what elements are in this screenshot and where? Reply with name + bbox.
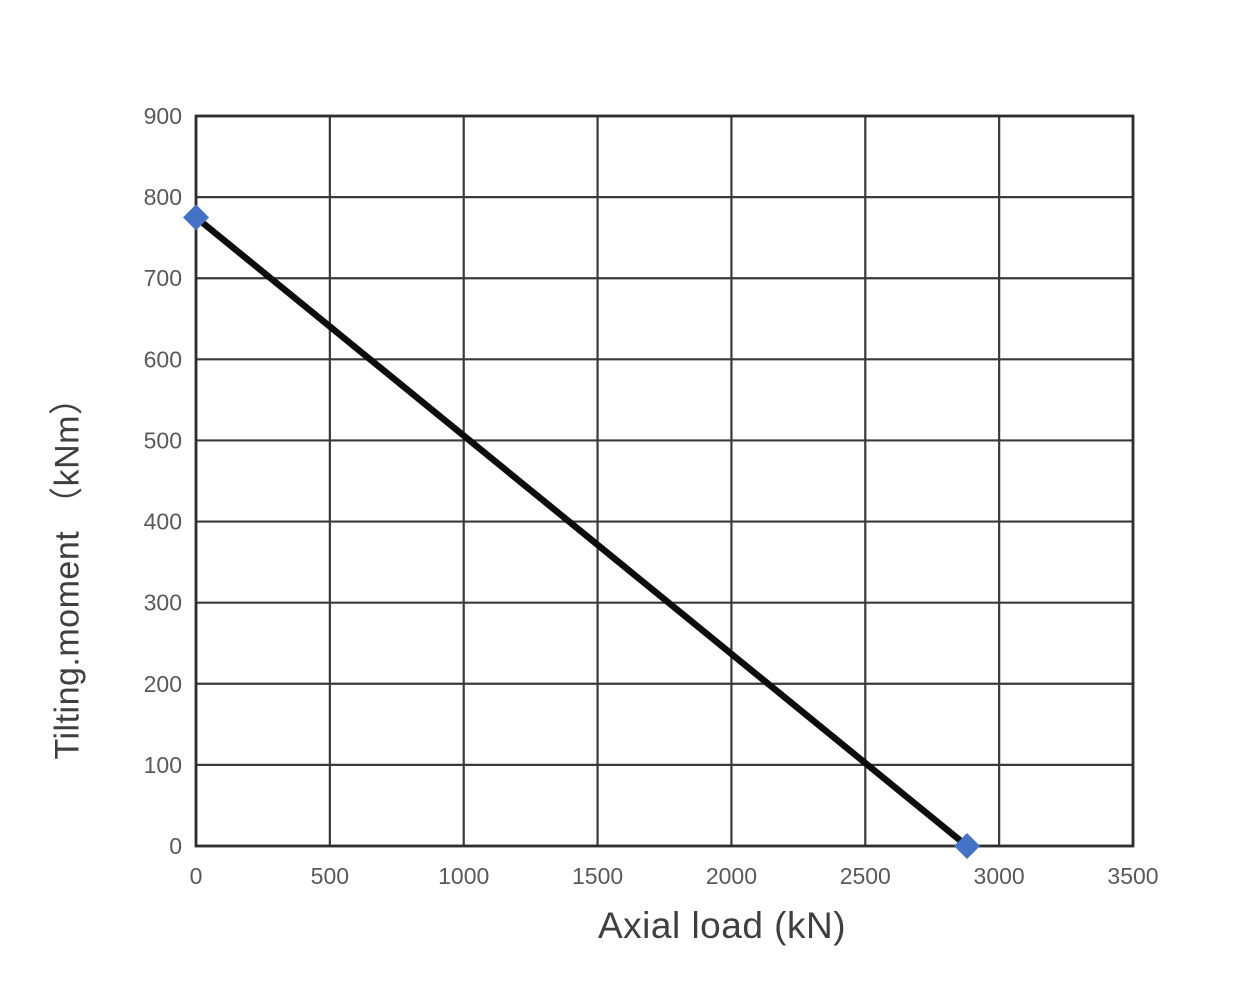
y-tick-label: 0 bbox=[169, 833, 182, 859]
plot-frame bbox=[194, 114, 1135, 848]
x-tick-label: 1500 bbox=[572, 863, 623, 889]
y-tick-label: 100 bbox=[144, 752, 182, 778]
y-tick-label: 700 bbox=[144, 265, 182, 291]
x-tick-label: 2000 bbox=[706, 863, 757, 889]
y-tick-label: 500 bbox=[144, 427, 182, 453]
y-tick-label: 600 bbox=[144, 346, 182, 372]
diamond-marker bbox=[183, 204, 209, 231]
x-tick-label: 3500 bbox=[1107, 863, 1158, 889]
diamond-marker bbox=[954, 833, 981, 859]
x-tick-label: 0 bbox=[190, 863, 203, 889]
series-line bbox=[192, 214, 971, 850]
x-tick-label: 500 bbox=[311, 863, 349, 889]
x-axis-title: Axial load (kN) bbox=[597, 905, 847, 946]
y-tick-label: 200 bbox=[144, 671, 182, 697]
x-tick-label: 2500 bbox=[840, 863, 891, 889]
y-tick-label: 300 bbox=[144, 590, 182, 616]
y-tick-label: 800 bbox=[144, 184, 182, 210]
y-axis-title: Tilting.moment （kNm） bbox=[48, 380, 87, 760]
y-tick-label: 400 bbox=[144, 509, 182, 535]
x-tick-label: 1000 bbox=[438, 863, 489, 889]
y-tick-label: 900 bbox=[144, 103, 182, 129]
x-tick-label: 3000 bbox=[974, 863, 1025, 889]
